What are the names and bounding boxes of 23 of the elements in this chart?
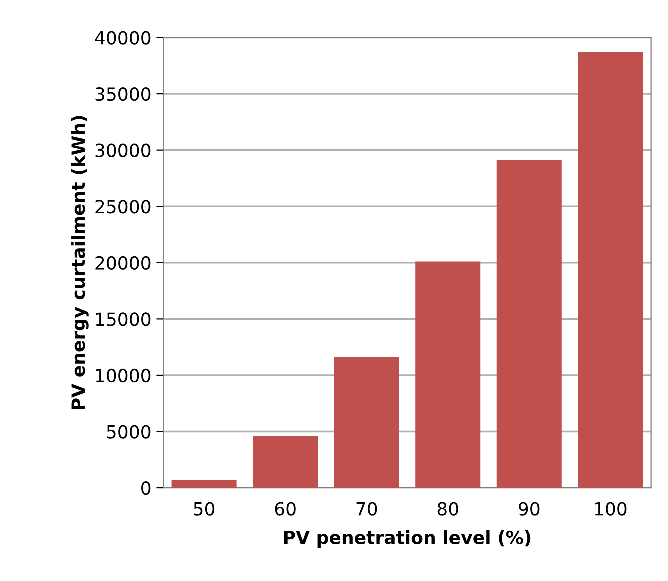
bar	[172, 480, 237, 488]
y-tick-label: 10000	[96, 368, 151, 383]
y-tick-label: 5000	[107, 425, 151, 439]
y-tick-label: 0	[142, 482, 151, 496]
y-tick-label: 35000	[96, 88, 151, 102]
y-axis-title: PV energy curtailment (kWh)	[71, 116, 89, 410]
y-tick-label: 30000	[96, 144, 151, 158]
x-tick-label: 90	[519, 502, 540, 516]
x-tick-label: 60	[275, 502, 296, 516]
y-tick-label: 20000	[96, 256, 151, 270]
x-tick-label: 100	[595, 502, 627, 516]
x-tick-label: 50	[194, 502, 215, 516]
x-tick-label: 80	[438, 502, 458, 516]
bar	[334, 357, 400, 488]
x-tick-label: 70	[356, 502, 378, 516]
y-tick-label: 40000	[95, 31, 151, 45]
bar	[496, 160, 562, 488]
bar	[578, 52, 644, 488]
x-axis-title: PV penetration level (%)	[284, 530, 531, 548]
y-tick-label: 15000	[96, 312, 151, 326]
y-tick-label: 25000	[96, 200, 151, 214]
bar	[416, 262, 481, 488]
bar	[253, 436, 318, 488]
